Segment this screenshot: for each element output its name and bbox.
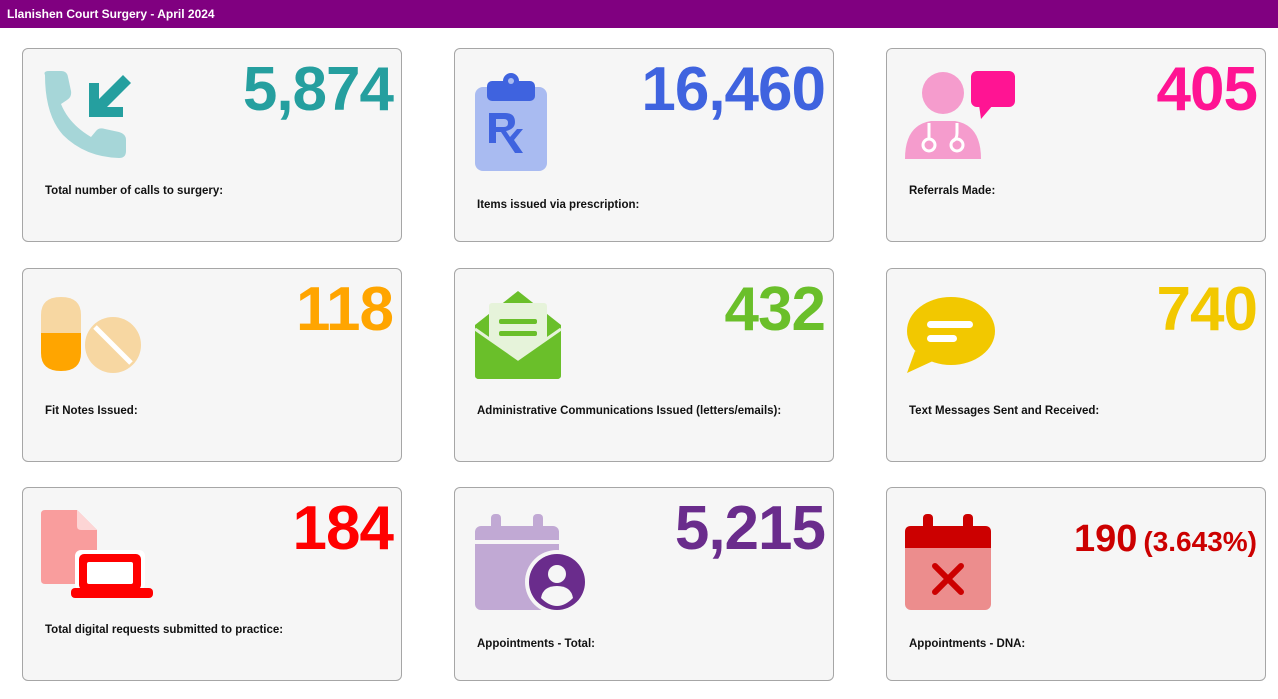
open-envelope-icon [473, 289, 563, 381]
text-messages-label: Text Messages Sent and Received: [909, 405, 1100, 417]
card-prescriptions: 16,460 Items issued via prescription: [454, 48, 834, 242]
card-admin-comms: 432 Administrative Communications Issued… [454, 268, 834, 462]
calls-label: Total number of calls to surgery: [45, 185, 224, 197]
card-appointments-total: 5,215 Appointments - Total: [454, 487, 834, 681]
appointments-total-label: Appointments - Total: [477, 638, 595, 650]
card-text-messages: 740 Text Messages Sent and Received: [886, 268, 1266, 462]
calls-value: 5,874 [242, 55, 394, 124]
pills-icon [41, 295, 143, 375]
card-digital-requests: 184 Total digital requests submitted to … [22, 487, 402, 681]
prescriptions-label: Items issued via prescription: [477, 199, 640, 211]
dna-count: 190 [1073, 518, 1138, 560]
referrals-value: 405 [1156, 55, 1258, 124]
card-calls: 5,874 Total number of calls to surgery: [22, 48, 402, 242]
dna-percentage: (3.643%) [1143, 526, 1257, 557]
referrals-label: Referrals Made: [909, 185, 996, 197]
text-messages-value: 740 [1156, 275, 1258, 344]
admin-comms-label: Administrative Communications Issued (le… [477, 405, 782, 417]
fit-notes-value: 118 [295, 275, 394, 344]
doctor-chat-icon [905, 69, 1017, 161]
chat-bubble-icon [905, 295, 997, 375]
document-laptop-icon [41, 510, 153, 600]
fit-notes-label: Fit Notes Issued: [45, 405, 138, 417]
admin-comms-value: 432 [724, 275, 826, 344]
appointments-dna-value: 190 (3.643%) [1074, 520, 1257, 558]
incoming-call-icon [41, 69, 133, 161]
card-appointments-dna: 190 (3.643%) Appointments - DNA: [886, 487, 1266, 681]
prescriptions-value: 16,460 [641, 55, 826, 124]
digital-requests-label: Total digital requests submitted to prac… [45, 624, 284, 636]
appointments-total-value: 5,215 [674, 494, 826, 563]
card-fit-notes: 118 Fit Notes Issued: [22, 268, 402, 462]
appointments-dna-label: Appointments - DNA: [909, 638, 1026, 650]
card-referrals: 405 Referrals Made: [886, 48, 1266, 242]
prescription-clipboard-icon [473, 73, 549, 173]
calendar-cancel-icon [905, 512, 993, 612]
page-title: Llanishen Court Surgery - April 2024 [0, 0, 1278, 28]
digital-requests-value: 184 [292, 494, 394, 563]
calendar-user-icon [473, 512, 585, 612]
